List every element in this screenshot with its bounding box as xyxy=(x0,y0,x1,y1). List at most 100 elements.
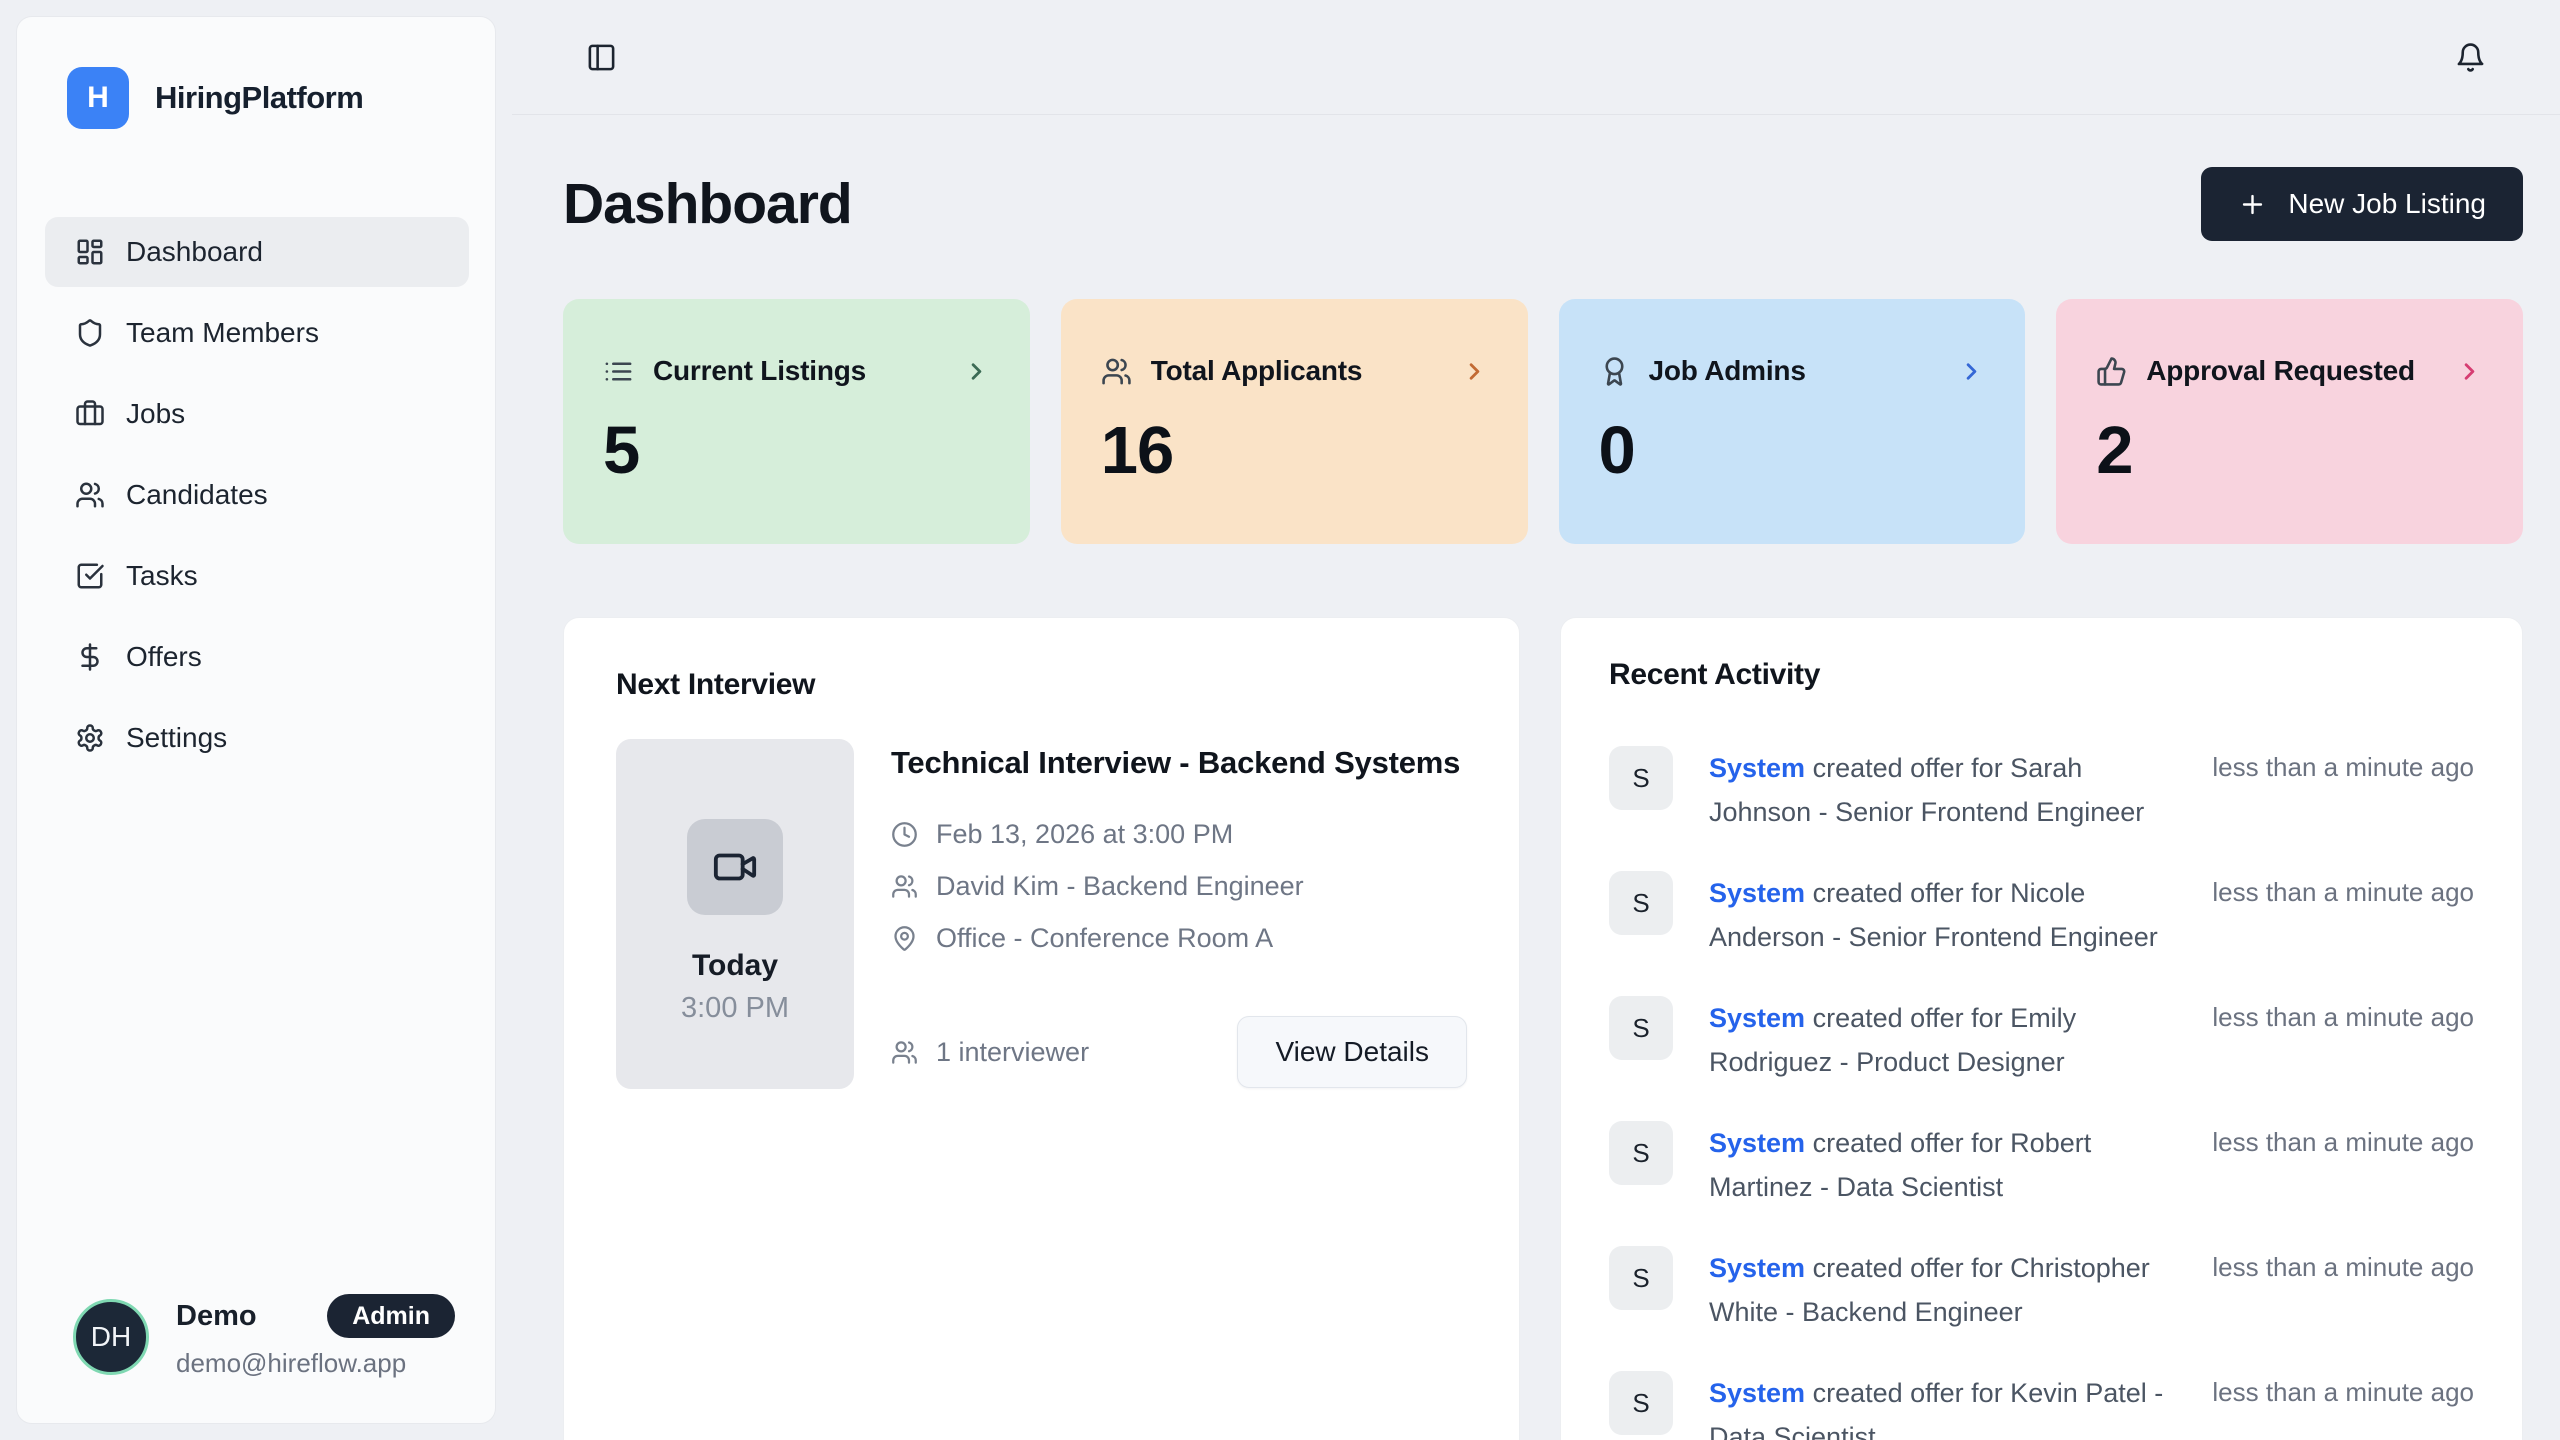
activity-timestamp: less than a minute ago xyxy=(2212,752,2474,782)
avatar: DH xyxy=(73,1298,149,1375)
activity-action: created offer for Robert Martinez - Data… xyxy=(1709,1128,2092,1202)
activity-actor[interactable]: System xyxy=(1709,1003,1806,1033)
activity-actor[interactable]: System xyxy=(1709,753,1806,783)
sidebar-item-label: Offers xyxy=(126,641,202,672)
activity-action: created offer for Nicole Anderson - Seni… xyxy=(1709,878,2158,952)
video-icon xyxy=(687,819,783,915)
page-title: Dashboard xyxy=(563,172,853,236)
activity-text: System created offer for Sarah Johnson -… xyxy=(1709,746,2176,834)
activity-actor[interactable]: System xyxy=(1709,1253,1806,1283)
activity-actor[interactable]: System xyxy=(1709,878,1806,908)
sidebar-item-team-members[interactable]: Team Members xyxy=(45,298,469,368)
sidebar-item-candidates[interactable]: Candidates xyxy=(45,460,469,530)
sidebar-user[interactable]: DH Demo Admin demo@hireflow.app xyxy=(17,1294,495,1423)
stat-value: 0 xyxy=(1598,413,1636,488)
layout-dashboard-icon xyxy=(75,237,105,267)
activity-actor[interactable]: System xyxy=(1709,1128,1806,1158)
interview-location: Office - Conference Room A xyxy=(936,923,1274,954)
sidebar: H HiringPlatform Dashboard Team Members … xyxy=(16,16,496,1424)
sidebar-item-label: Tasks xyxy=(126,560,198,591)
activity-avatar: S xyxy=(1609,871,1673,935)
users-icon xyxy=(891,1039,918,1066)
view-details-button[interactable]: View Details xyxy=(1237,1016,1467,1089)
sidebar-toggle-button[interactable] xyxy=(586,42,617,73)
stat-card-current-listings[interactable]: Current Listings 5 xyxy=(563,299,1030,544)
next-interview-card: Next Interview Today 3:00 PM Technical I… xyxy=(563,617,1520,1440)
next-interview-title: Next Interview xyxy=(616,668,816,701)
notifications-button[interactable] xyxy=(2455,42,2486,73)
stat-card-approval-requested[interactable]: Approval Requested 2 xyxy=(2056,299,2523,544)
activity-avatar: S xyxy=(1609,996,1673,1060)
sidebar-item-label: Settings xyxy=(126,722,228,753)
activity-timestamp: less than a minute ago xyxy=(2212,1377,2474,1407)
interview-date-tile: Today 3:00 PM xyxy=(616,739,854,1089)
interview-candidate-row: David Kim - Backend Engineer xyxy=(891,871,1467,902)
sidebar-item-label: Candidates xyxy=(126,479,268,510)
chevron-right-icon xyxy=(1958,358,1985,385)
activity-text: System created offer for Robert Martinez… xyxy=(1709,1121,2176,1209)
users-icon xyxy=(891,873,918,900)
sidebar-item-tasks[interactable]: Tasks xyxy=(45,541,469,611)
interview-time-label: 3:00 PM xyxy=(681,992,789,1024)
user-email: demo@hireflow.app xyxy=(176,1348,407,1378)
users-icon xyxy=(75,480,105,510)
activity-item: S System created offer for Emily Rodrigu… xyxy=(1609,996,2474,1084)
sidebar-item-offers[interactable]: Offers xyxy=(45,622,469,692)
app-brand: H HiringPlatform xyxy=(17,17,495,129)
users-icon xyxy=(1101,356,1132,387)
clock-icon xyxy=(891,821,918,848)
activity-text: System created offer for Kevin Patel - D… xyxy=(1709,1371,2176,1440)
activity-action: created offer for Kevin Patel - Data Sci… xyxy=(1709,1378,2164,1440)
chevron-right-icon xyxy=(2456,358,2483,385)
stat-card-total-applicants[interactable]: Total Applicants 16 xyxy=(1060,299,1528,544)
stat-label: Current Listings xyxy=(653,355,867,386)
sidebar-item-settings[interactable]: Settings xyxy=(45,703,469,773)
activity-item: S System created offer for Robert Martin… xyxy=(1609,1121,2474,1209)
interview-date-label: Today xyxy=(691,949,779,982)
stat-value: 5 xyxy=(603,413,640,488)
activity-timestamp: less than a minute ago xyxy=(2212,1002,2474,1032)
activity-list: S System created offer for Sarah Johnson… xyxy=(1609,746,2474,1440)
sidebar-item-dashboard[interactable]: Dashboard xyxy=(45,217,469,287)
bell-icon xyxy=(2455,42,2486,73)
user-name: Demo xyxy=(176,1299,257,1332)
interview-candidate: David Kim - Backend Engineer xyxy=(936,871,1304,902)
activity-avatar: S xyxy=(1609,746,1673,810)
square-check-icon xyxy=(75,561,105,591)
activity-item: S System created offer for Kevin Patel -… xyxy=(1609,1371,2474,1440)
sidebar-item-label: Dashboard xyxy=(126,236,263,267)
app-name: HiringPlatform xyxy=(155,80,364,115)
new-job-listing-button[interactable]: New Job Listing xyxy=(2201,167,2523,241)
activity-avatar: S xyxy=(1609,1246,1673,1310)
stat-value: 16 xyxy=(1100,413,1175,488)
sidebar-item-label: Jobs xyxy=(126,398,186,429)
stat-card-job-admins[interactable]: Job Admins 0 xyxy=(1558,299,2026,544)
stat-value: 2 xyxy=(2096,413,2133,488)
panel-left-icon xyxy=(586,42,617,73)
list-icon xyxy=(603,356,634,387)
sidebar-nav: Dashboard Team Members Jobs Candidates T… xyxy=(45,217,469,773)
interview-datetime-row: Feb 13, 2026 at 3:00 PM xyxy=(891,819,1467,850)
chevron-right-icon xyxy=(1461,358,1488,385)
interview-location-row: Office - Conference Room A xyxy=(891,923,1467,954)
app-logo-letter: H xyxy=(87,81,109,114)
chevron-right-icon xyxy=(963,358,990,385)
activity-text: System created offer for Nicole Anderson… xyxy=(1709,871,2176,959)
sidebar-item-label: Team Members xyxy=(126,317,319,348)
activity-item: S System created offer for Christopher W… xyxy=(1609,1246,2474,1334)
recent-activity-card: Recent Activity S System created offer f… xyxy=(1560,617,2523,1440)
user-info: Demo Admin demo@hireflow.app xyxy=(176,1294,455,1379)
activity-actor[interactable]: System xyxy=(1709,1378,1806,1408)
activity-avatar: S xyxy=(1609,1371,1673,1435)
dollar-icon xyxy=(75,642,105,672)
activity-text: System created offer for Christopher Whi… xyxy=(1709,1246,2176,1334)
activity-action: created offer for Emily Rodriguez - Prod… xyxy=(1709,1003,2077,1077)
main-content: Dashboard New Job Listing Current Listin… xyxy=(512,115,2560,1440)
activity-action: created offer for Sarah Johnson - Senior… xyxy=(1709,753,2145,827)
award-icon xyxy=(1599,356,1630,387)
stat-label: Total Applicants xyxy=(1150,355,1363,386)
briefcase-icon xyxy=(75,399,105,429)
interviewer-count-row: 1 interviewer xyxy=(891,1037,1089,1068)
sidebar-item-jobs[interactable]: Jobs xyxy=(45,379,469,449)
activity-text: System created offer for Emily Rodriguez… xyxy=(1709,996,2176,1084)
